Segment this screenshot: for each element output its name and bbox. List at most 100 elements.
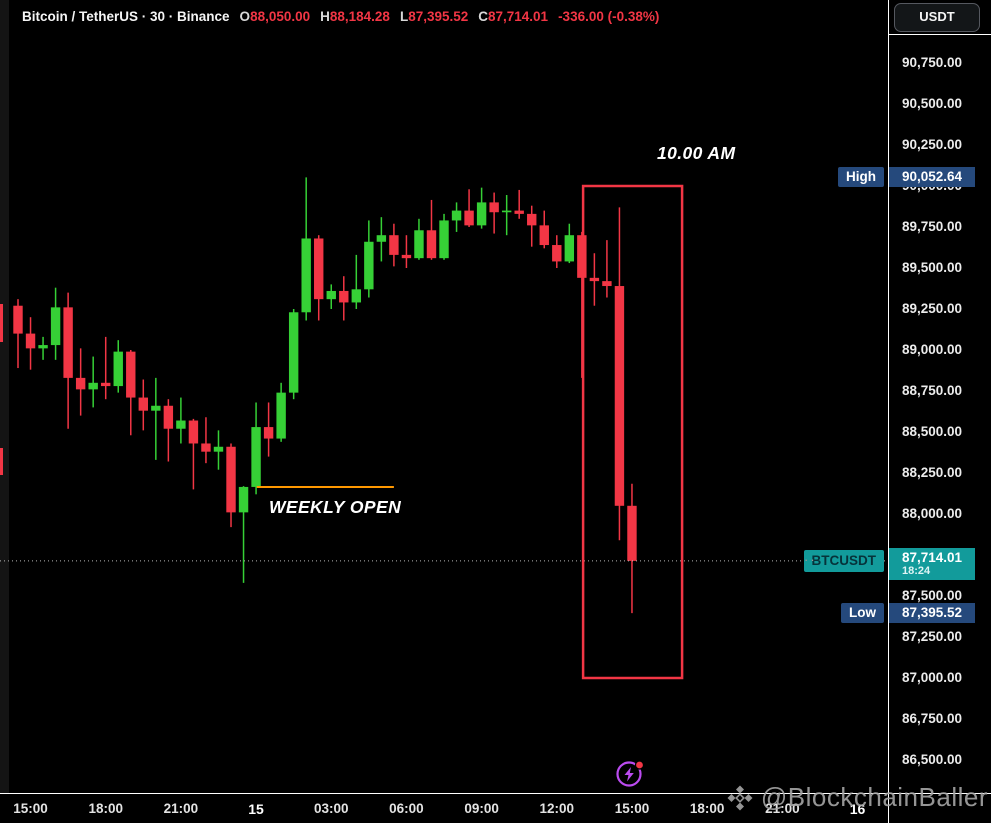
candle-body — [276, 392, 286, 439]
candle-body — [501, 210, 512, 213]
candle-body — [539, 225, 549, 246]
candle-body — [126, 351, 136, 398]
candle-body — [226, 446, 236, 513]
watermark: @BlockchainBaller — [725, 782, 988, 813]
candle-body — [188, 420, 199, 444]
price-axis[interactable]: 90,750.0090,500.0090,250.0090,000.0089,7… — [888, 0, 991, 793]
time-tick: 06:00 — [389, 801, 424, 816]
high-price-badge: 90,052.64 — [889, 167, 975, 188]
time-tick: 21:00 — [765, 801, 800, 816]
symbol-header: Bitcoin / TetherUS · 30 · Binance O 88,0… — [22, 9, 659, 24]
stream-circle — [616, 761, 642, 787]
time-tick: 12:00 — [539, 801, 575, 816]
time-note-annotation[interactable]: 10.00 AM — [657, 143, 736, 163]
live-stream-icon[interactable] — [615, 759, 645, 789]
time-tick: 21:00 — [163, 801, 199, 816]
time-tick: 15 — [248, 801, 264, 817]
time-tick: 16 — [849, 801, 866, 817]
candle-body — [602, 281, 612, 287]
price-tick: 88,500.00 — [902, 424, 963, 439]
bar-countdown: 18:24 — [902, 564, 931, 577]
candle-body — [414, 230, 424, 259]
symbol-title[interactable]: Bitcoin / TetherUS · 30 · Binance — [22, 9, 230, 24]
clipped-candle — [0, 448, 3, 475]
candle-body — [38, 345, 48, 349]
chart-pane[interactable]: 10.00 AM WEEKLY OPEN — [0, 0, 888, 793]
candle-body — [25, 333, 36, 349]
time-tick: 15:00 — [13, 801, 48, 816]
time-tick: 15:00 — [614, 801, 650, 816]
candle-body — [251, 427, 261, 487]
candle-body — [63, 307, 73, 378]
price-line-drag-dots[interactable]: ·· — [804, 551, 817, 567]
price-tick: 90,750.00 — [902, 55, 963, 70]
time-tick: 03:00 — [313, 801, 349, 816]
weekly-open-annotation[interactable]: WEEKLY OPEN — [269, 497, 402, 517]
price-tick: 88,750.00 — [902, 383, 963, 398]
candle-body — [163, 405, 174, 429]
price-tick: 89,750.00 — [902, 219, 963, 234]
price-tick: 87,500.00 — [902, 588, 963, 603]
candle-body — [552, 245, 562, 262]
candle-body — [263, 427, 274, 439]
candle-body — [301, 238, 311, 313]
diamond-logo-icon — [727, 785, 753, 810]
candle-body — [577, 235, 587, 278]
candle-body — [476, 202, 487, 226]
candle-body — [489, 202, 499, 213]
candle-body — [401, 254, 412, 259]
price-tick: 86,750.00 — [902, 711, 963, 726]
left-edge-strip — [0, 0, 9, 793]
candle-body — [176, 420, 186, 429]
highlight-box[interactable] — [581, 184, 684, 680]
candle-body — [589, 277, 600, 282]
candle-body — [238, 486, 249, 513]
time-tick: 18:00 — [88, 801, 123, 816]
clipped-candle — [0, 304, 3, 342]
candle-body — [101, 382, 111, 387]
lightning-bolt-icon — [624, 767, 634, 782]
candle-body — [288, 312, 299, 393]
close-value: C 87,714.01 — [478, 9, 549, 24]
time-tick: 09:00 — [464, 801, 499, 816]
candle-body — [88, 382, 98, 390]
price-tick: 89,000.00 — [902, 342, 963, 357]
price-tick: 88,000.00 — [902, 506, 963, 521]
symbol-label-pill: BTCUSDT — [803, 549, 884, 572]
candle-body — [627, 505, 637, 561]
time-axis[interactable]: 15:00 18:00 21:00 15 03:00 06:00 09:00 12:00 15:… — [0, 793, 991, 823]
candle-body — [213, 446, 224, 452]
price-tick: 89,250.00 — [902, 301, 963, 316]
candle-body — [389, 235, 399, 255]
low-value: L 87,395.52 — [399, 9, 469, 24]
change-value: -336.00 (-0.38%) — [558, 9, 660, 24]
axis-corner-divider — [888, 794, 889, 823]
candle-body — [614, 286, 625, 506]
candle-body — [364, 241, 374, 290]
high-value: H 88,184.28 — [320, 9, 390, 24]
low-price-badge: 87,395.52 — [889, 603, 975, 624]
candle-body — [339, 290, 349, 303]
low-label-pill: Low — [841, 603, 884, 624]
high-label-pill: High — [838, 167, 884, 188]
candle-body — [376, 235, 387, 242]
candle-body — [464, 210, 474, 226]
candlestick-chart[interactable] — [0, 0, 888, 793]
price-tick: 87,250.00 — [902, 629, 963, 644]
candle-body — [314, 238, 324, 300]
price-tick: 86,500.00 — [902, 752, 963, 767]
candle-body — [514, 210, 524, 214]
candle-body — [426, 230, 437, 259]
open-value: O 88,050.00 — [239, 9, 311, 24]
candle-body — [451, 210, 462, 221]
candle-body — [138, 397, 148, 411]
price-tick: 88,250.00 — [902, 465, 963, 480]
candle-body — [13, 305, 23, 334]
axis-top-bar: USDT — [888, 0, 991, 35]
candle-body — [75, 377, 86, 390]
price-tick: 87,000.00 — [902, 670, 963, 685]
currency-toggle-button[interactable]: USDT — [894, 3, 980, 32]
candle-body — [50, 307, 61, 346]
last-price-value: 87,714.01 — [902, 549, 963, 565]
